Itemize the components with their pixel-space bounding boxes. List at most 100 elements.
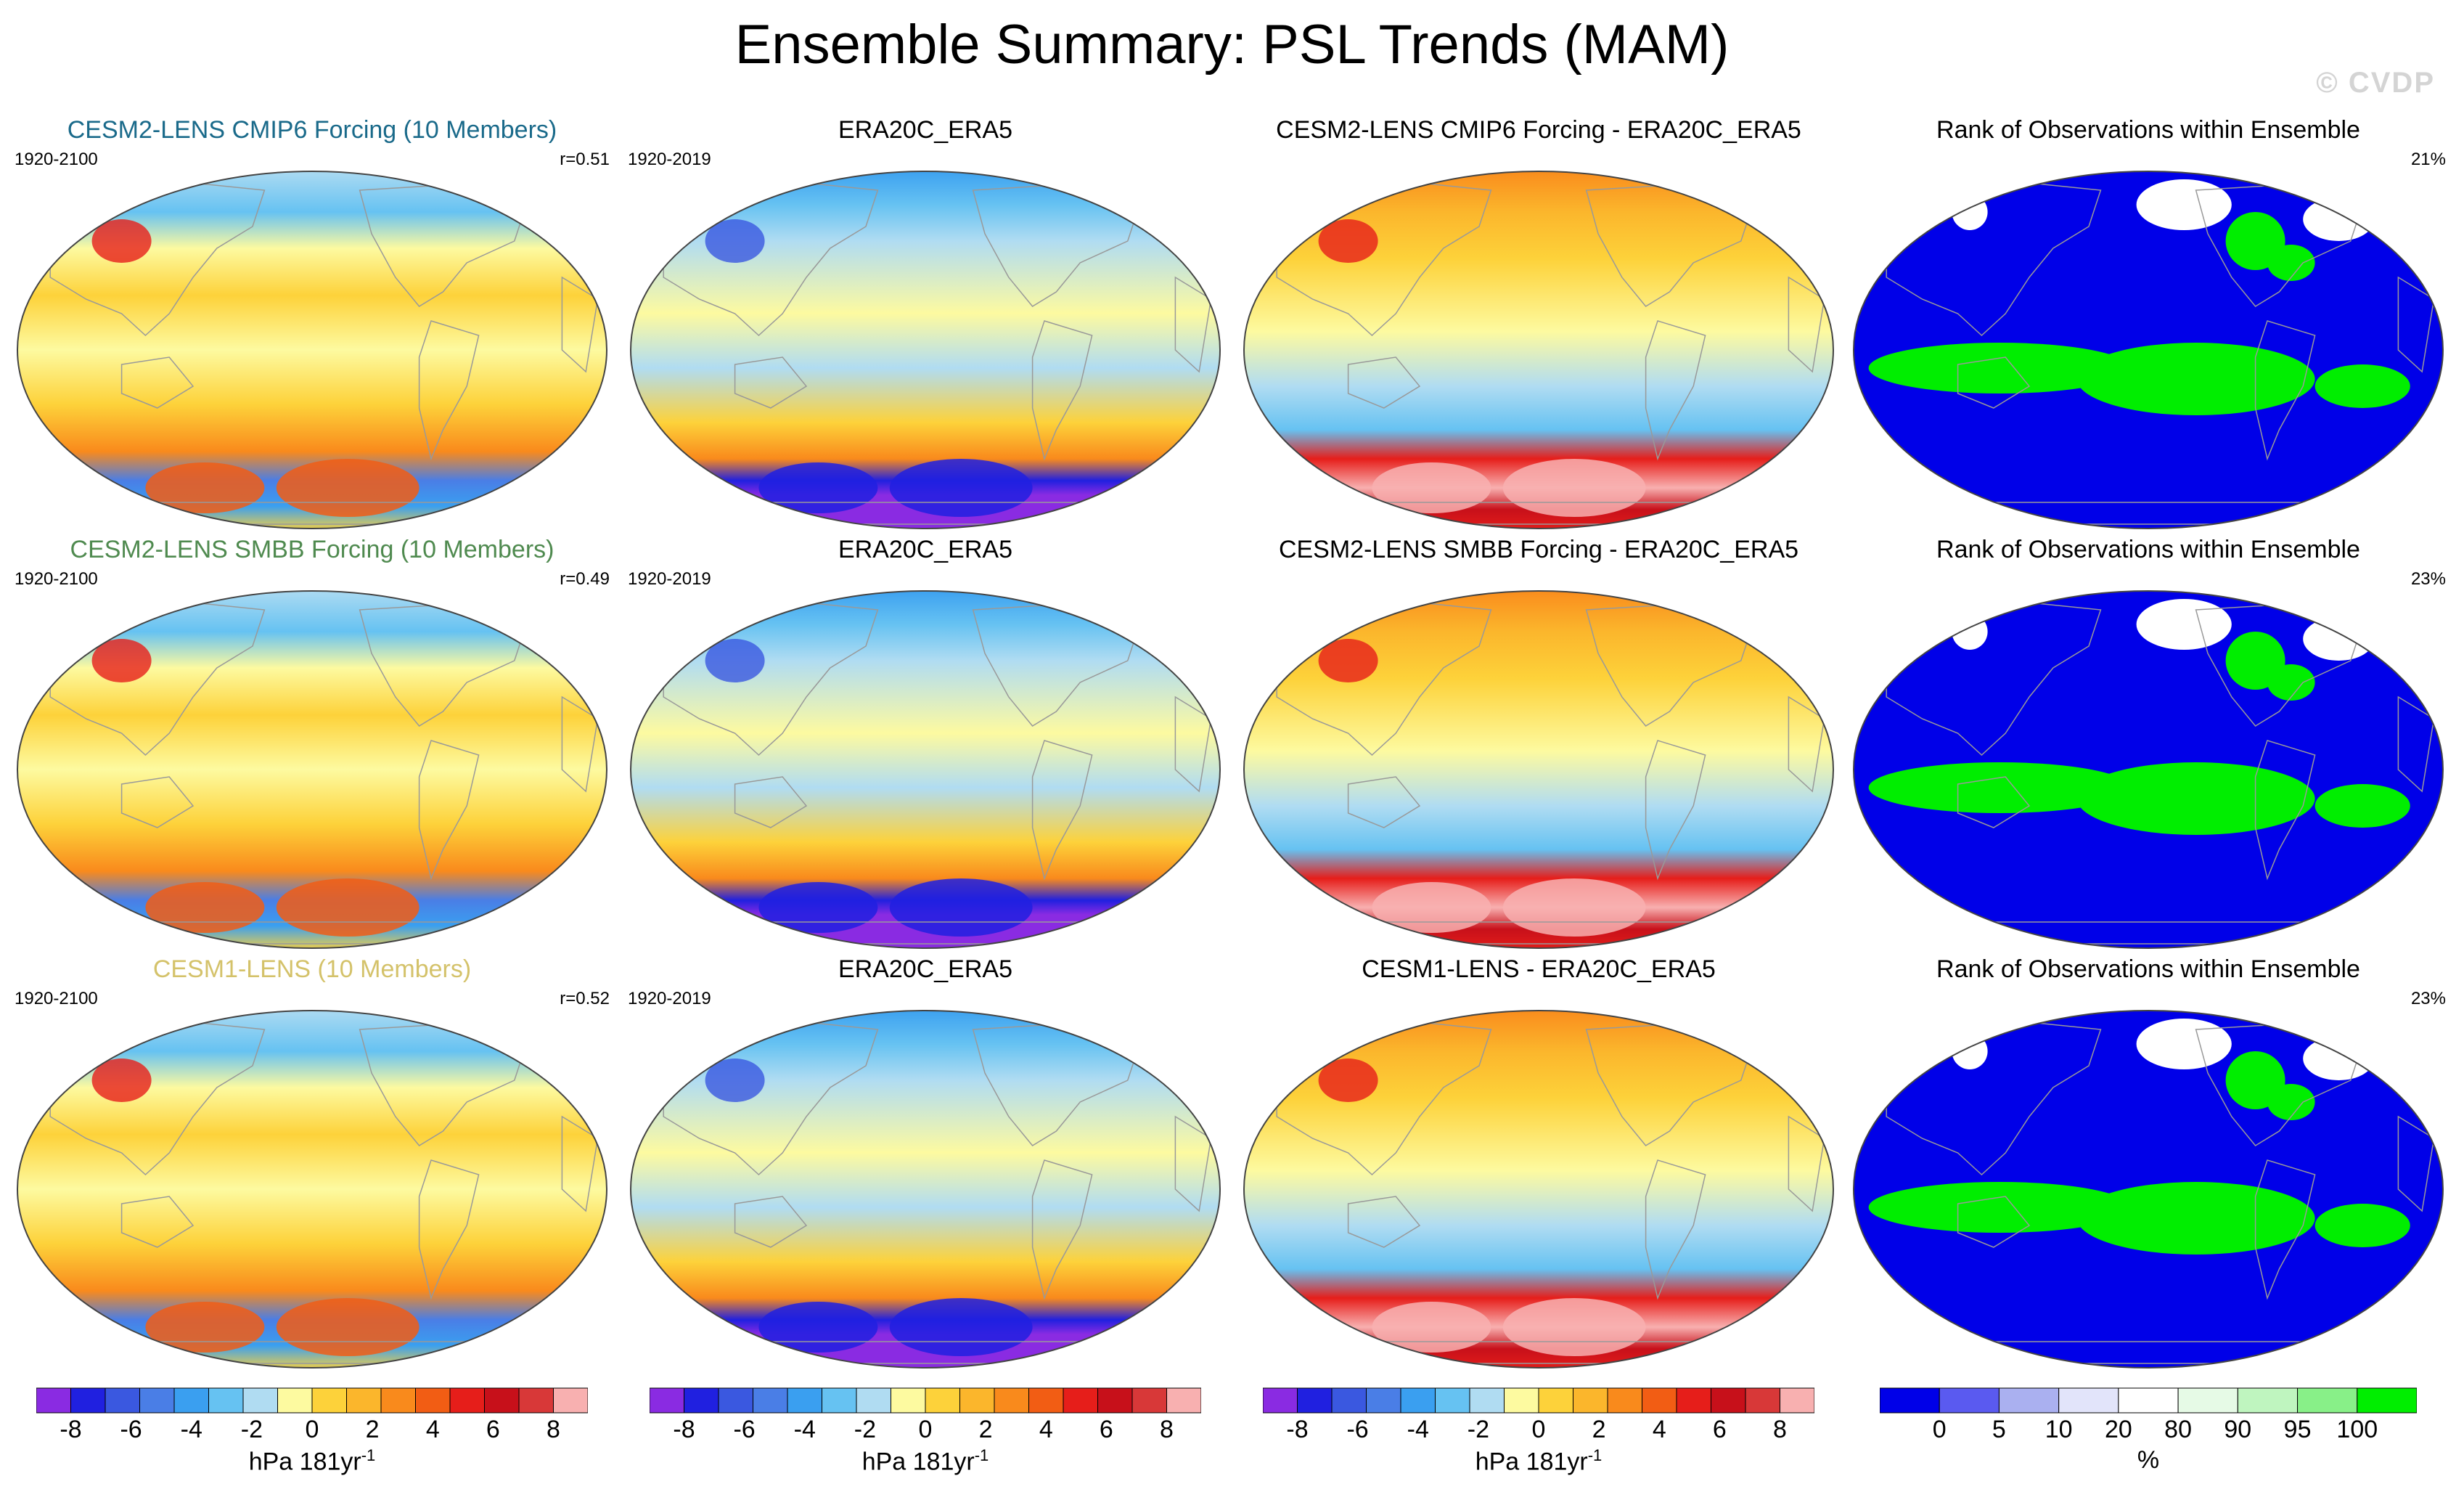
map-anomaly-2	[276, 878, 419, 937]
colorbar-swatch-2	[684, 1387, 719, 1414]
colorbar-swatch-16	[553, 1387, 589, 1414]
colorbar-swatch-8	[2297, 1387, 2358, 1414]
rank-map	[1853, 590, 2444, 949]
colorbar-swatch-8	[277, 1387, 313, 1414]
colorbar-swatch-13	[1676, 1387, 1711, 1414]
rank-green-region-3	[2314, 784, 2410, 828]
pattern-correlation: r=0.49	[560, 569, 610, 589]
model-year-range: 1920-2100	[15, 150, 98, 169]
colorbar-tick-label: 2	[978, 1416, 993, 1443]
colorbar-swatch-10	[346, 1387, 382, 1414]
model-colorbar-label: hPa 181yr-1	[248, 1446, 376, 1476]
coastline-africa	[561, 1115, 599, 1212]
coastline-australia	[120, 776, 195, 828]
colorbar-swatch-11	[1607, 1387, 1642, 1414]
model-year-range: 1920-2100	[15, 989, 98, 1008]
colorbar-swatch-12	[1028, 1387, 1064, 1414]
colorbar-swatch-14	[1097, 1387, 1133, 1414]
coastline-asia	[1276, 1021, 1492, 1176]
rank-percentage: 21%	[2410, 150, 2446, 169]
colorbar-tick-label: 0	[1531, 1416, 1546, 1443]
obs-map	[630, 590, 1221, 949]
colorbar-swatch-16	[1780, 1387, 1815, 1414]
rank-green-region-1	[1868, 1182, 2131, 1233]
colorbar-swatch-3	[1998, 1387, 2060, 1414]
colorbar-swatch-4	[1366, 1387, 1401, 1414]
colorbar-swatch-6	[2177, 1387, 2238, 1414]
colorbar-swatch-7	[242, 1387, 278, 1414]
coastline-australia	[1957, 356, 2031, 409]
rank-green-region-5	[2267, 1084, 2315, 1120]
coastline-africa	[1174, 696, 1212, 793]
panel-rank-row-2: Rank of Observations within Ensemble 23%	[1851, 536, 2446, 957]
coastline-africa	[561, 696, 599, 793]
colorbar-swatch-15	[518, 1387, 554, 1414]
model-map	[17, 590, 607, 949]
colorbar-tick-label: 80	[2164, 1416, 2193, 1443]
colorbar-tick-label: 4	[425, 1416, 440, 1443]
colorbar-tick-label: 0	[305, 1416, 319, 1443]
rank-green-region-2	[2076, 1182, 2315, 1255]
map-anomaly-1	[145, 1302, 265, 1353]
coastline-australia	[1347, 1196, 1421, 1248]
rank-panel-title: Rank of Observations within Ensemble	[1936, 116, 2360, 144]
coastline-samerica	[1031, 1159, 1093, 1300]
panel-model-row-1: CESM2-LENS CMIP6 Forcing (10 Members) 192…	[15, 116, 610, 537]
colorbar-swatch-14	[1711, 1387, 1746, 1414]
colorbar-swatch-1	[1262, 1387, 1298, 1414]
colorbar-tick-label: -4	[793, 1416, 816, 1443]
map-asia-anomaly	[705, 639, 765, 682]
coastline-australia	[1347, 356, 1421, 409]
map-anomaly-2	[889, 459, 1033, 517]
model-panel-title: CESM2-LENS CMIP6 Forcing (10 Members)	[67, 116, 557, 144]
colorbar-tick-label: 8	[1773, 1416, 1787, 1443]
colorbar-swatch-1	[1879, 1387, 1940, 1414]
colorbar-swatch-4	[2058, 1387, 2119, 1414]
colorbar-tick-label: 6	[486, 1416, 500, 1443]
coastline-samerica	[1645, 320, 1706, 461]
colorbar-swatch-14	[484, 1387, 520, 1414]
colorbar-swatch-11	[380, 1387, 416, 1414]
colorbar-swatch-15	[1131, 1387, 1167, 1414]
coastline-africa	[1788, 276, 1825, 373]
coastline-africa	[2397, 696, 2435, 793]
colorbar-tick-label: -4	[1407, 1416, 1429, 1443]
coastline-samerica	[418, 320, 480, 461]
colorbar-swatch-3	[1331, 1387, 1367, 1414]
diff-colorbar-label: hPa 181yr-1	[1475, 1446, 1603, 1476]
obs-year-range: 1920-2019	[628, 989, 711, 1008]
rank-percentage: 23%	[2410, 569, 2446, 589]
colorbar-swatch-1	[36, 1387, 71, 1414]
obs-panel-title: ERA20C_ERA5	[838, 116, 1012, 144]
colorbar-swatch-12	[1642, 1387, 1677, 1414]
diff-panel-title: CESM2-LENS CMIP6 Forcing - ERA20C_ERA5	[1276, 116, 1801, 144]
map-anomaly-2	[889, 1298, 1033, 1356]
panel-obs-row-2: ERA20C_ERA5 1920-2019	[628, 536, 1223, 957]
colorbar-swatch-7	[856, 1387, 891, 1414]
coastline-samerica	[2254, 740, 2316, 881]
colorbar-tick-label: 4	[1652, 1416, 1666, 1443]
map-asia-anomaly	[705, 219, 765, 263]
rank-white-region-2	[2303, 1037, 2375, 1080]
colorbar-swatch-15	[1745, 1387, 1780, 1414]
map-anomaly-2	[276, 1298, 419, 1356]
coastline-samerica	[2254, 320, 2316, 461]
panel-model-row-3: CESM1-LENS (10 Members) 1920-2100 r=0.52	[15, 955, 610, 1376]
colorbar-tick-label: 2	[365, 1416, 380, 1443]
colorbar-tick-label: -2	[854, 1416, 877, 1443]
colorbar-swatch-6	[1435, 1387, 1470, 1414]
map-anomaly-2	[1502, 459, 1646, 517]
diff-map	[1243, 1010, 1834, 1368]
panel-rank-row-3: Rank of Observations within Ensemble 23%	[1851, 955, 2446, 1376]
rank-white-region-2	[2303, 617, 2375, 661]
panel-rank-row-1: Rank of Observations within Ensemble 21%	[1851, 116, 2446, 537]
colorbar-tick-label: -8	[60, 1416, 82, 1443]
colorbar-swatch-9	[1538, 1387, 1573, 1414]
panel-diff-row-2: CESM2-LENS SMBB Forcing - ERA20C_ERA5	[1241, 536, 1836, 957]
map-anomaly-1	[1372, 1302, 1491, 1353]
colorbar-swatch-1	[649, 1387, 684, 1414]
rank-green-region-3	[2314, 1204, 2410, 1247]
map-asia-anomaly	[1318, 1058, 1378, 1102]
colorbar-tick-label: 20	[2104, 1416, 2132, 1443]
coastline-africa	[1174, 276, 1212, 373]
